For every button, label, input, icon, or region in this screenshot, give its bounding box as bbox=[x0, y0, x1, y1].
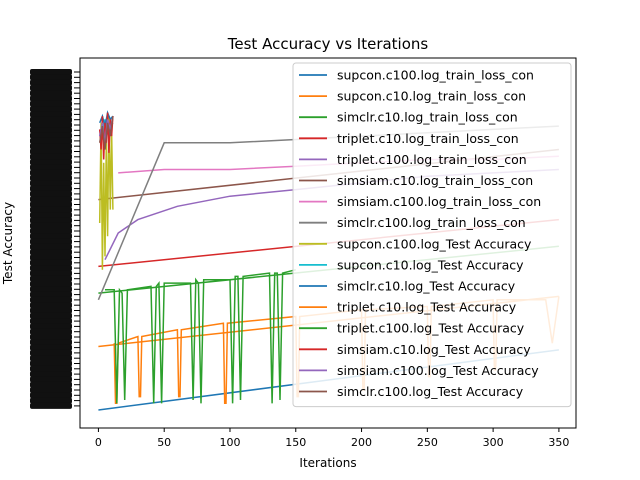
y-tick-label-blob bbox=[30, 84, 72, 91]
y-tick-label-blob bbox=[30, 265, 72, 272]
y-tick-label-blob bbox=[30, 95, 72, 102]
x-tick-label: 300 bbox=[483, 436, 504, 449]
legend-entry: simclr.c100.log_train_loss_con bbox=[337, 215, 526, 230]
plot-frame bbox=[79, 57, 577, 429]
legend-entry: supcon.c10.log_Test Accuracy bbox=[337, 257, 524, 272]
y-axis-label: Test Accuracy bbox=[1, 202, 15, 285]
legend: supcon.c100.log_train_loss_con supcon.c10… bbox=[292, 62, 572, 408]
y-tick-label-blob bbox=[30, 222, 72, 229]
x-tick-label: 200 bbox=[351, 436, 372, 449]
y-tick-label-blob bbox=[30, 212, 72, 219]
y-tick-label-blob bbox=[30, 334, 72, 340]
legend-entry: supcon.c100.log_Test Accuracy bbox=[337, 236, 532, 251]
legend-entry: triplet.c10.log_Test Accuracy bbox=[337, 300, 517, 315]
y-tick-label-blob bbox=[30, 323, 72, 330]
y-tick-label-blob bbox=[30, 228, 72, 234]
legend-entry: simclr.c10.log_Test Accuracy bbox=[337, 279, 516, 294]
y-tick-label-blob bbox=[30, 355, 72, 362]
x-tick-label: 350 bbox=[548, 436, 569, 449]
legend-entry: simsiam.c100.log_train_loss_con bbox=[337, 194, 541, 209]
legend-entry: supcon.c10.log_train_loss_con bbox=[337, 89, 526, 104]
y-tick-label-blob bbox=[30, 238, 72, 245]
legend-entry: simclr.c100.log_Test Accuracy bbox=[337, 384, 524, 399]
y-tick-label-blob bbox=[30, 175, 72, 181]
y-tick-label-blob bbox=[30, 328, 72, 335]
legend-entry: triplet.c10.log_train_loss_con bbox=[337, 131, 519, 146]
x-tick-label: 50 bbox=[157, 436, 171, 449]
y-tick-label-blob bbox=[30, 254, 72, 261]
y-tick-label-blob bbox=[30, 281, 72, 287]
y-tick-label-blob bbox=[30, 291, 72, 298]
y-tick-label-blob bbox=[30, 111, 72, 118]
legend-entry: simsiam.c10.log_train_loss_con bbox=[337, 173, 533, 188]
y-tick-label-blob bbox=[30, 312, 72, 319]
x-tick-label: 250 bbox=[417, 436, 438, 449]
y-tick-label-blob bbox=[30, 397, 72, 404]
y-tick-label-blob bbox=[30, 153, 72, 160]
x-tick-label: 100 bbox=[219, 436, 240, 449]
y-tick-label-blob bbox=[30, 74, 72, 81]
x-axis-label: Iterations bbox=[299, 456, 356, 470]
y-tick-label-blob bbox=[30, 349, 72, 356]
x-tick-label: 150 bbox=[285, 436, 306, 449]
y-tick-label-blob bbox=[30, 365, 72, 372]
y-tick-label-blob bbox=[30, 259, 72, 266]
y-tick-label-blob bbox=[30, 318, 72, 325]
y-tick-label-blob bbox=[30, 339, 72, 346]
legend-entry: simclr.c10.log_train_loss_con bbox=[337, 110, 518, 125]
y-tick-ladder bbox=[30, 69, 80, 409]
y-tick-label-blob bbox=[30, 275, 72, 282]
y-tick-label-blob bbox=[30, 243, 72, 250]
y-tick-label-blob bbox=[30, 143, 72, 150]
y-tick-label-blob bbox=[30, 360, 72, 367]
y-tick-label-blob bbox=[30, 159, 72, 166]
y-tick-label-blob bbox=[30, 79, 72, 86]
x-tick-label: 0 bbox=[95, 436, 102, 449]
y-tick-label-blob bbox=[30, 296, 72, 303]
y-tick-label-blob bbox=[30, 302, 72, 309]
y-tick-label-blob bbox=[30, 122, 72, 128]
y-tick-label-blob bbox=[30, 286, 72, 293]
y-tick-label-blob bbox=[30, 190, 72, 197]
y-tick-label-blob bbox=[30, 185, 72, 192]
legend-entry: triplet.c100.log_Test Accuracy bbox=[337, 321, 525, 336]
y-tick-label-blob bbox=[30, 69, 72, 75]
legend-entry: supcon.c100.log_train_loss_con bbox=[337, 68, 534, 83]
y-tick-label-blob bbox=[30, 387, 72, 393]
y-tick-label-blob bbox=[30, 106, 72, 113]
y-tick-label-blob bbox=[30, 344, 72, 351]
series-line-12 bbox=[105, 268, 296, 404]
y-tick-label-blob bbox=[30, 381, 72, 388]
legend-entry: triplet.c100.log_train_loss_con bbox=[337, 152, 527, 167]
series-line-15 bbox=[98, 116, 114, 150]
y-tick-label-blob bbox=[30, 180, 72, 187]
y-tick-label-blob bbox=[30, 116, 72, 123]
legend-box bbox=[292, 62, 572, 408]
y-tick-label-blob bbox=[30, 201, 72, 208]
y-tick-label-blob bbox=[30, 137, 72, 144]
y-tick-label-blob bbox=[30, 164, 72, 171]
y-tick-label-blob bbox=[30, 270, 72, 277]
y-tick-label-blob bbox=[30, 90, 72, 97]
y-tick-label-blob bbox=[30, 249, 72, 256]
y-tick-label-blob bbox=[30, 376, 72, 383]
y-tick-label-blob bbox=[30, 196, 72, 203]
y-tick-label-blob bbox=[30, 371, 72, 378]
y-tick-label-blob bbox=[30, 127, 72, 134]
y-tick-label-blob bbox=[30, 392, 72, 399]
y-tick-label-blob bbox=[30, 206, 72, 213]
chart-title: Test Accuracy vs Iterations bbox=[227, 35, 429, 53]
legend-entry: simsiam.c10.log_Test Accuracy bbox=[337, 342, 531, 357]
y-tick-label-blob bbox=[30, 217, 72, 224]
x-axis-ticks: 0 50 100 150 200 250 300 350 bbox=[95, 428, 569, 449]
y-tick-label-blob bbox=[30, 307, 72, 314]
y-tick-label-blob bbox=[30, 233, 72, 240]
y-tick-label-blob bbox=[30, 148, 72, 155]
y-tick-label-blob bbox=[30, 100, 72, 107]
y-tick-label-blob bbox=[30, 169, 72, 176]
legend-entry: simsiam.c100.log_Test Accuracy bbox=[337, 363, 539, 378]
y-tick-label-blob bbox=[30, 132, 72, 139]
y-tick-label-blob bbox=[30, 402, 72, 409]
